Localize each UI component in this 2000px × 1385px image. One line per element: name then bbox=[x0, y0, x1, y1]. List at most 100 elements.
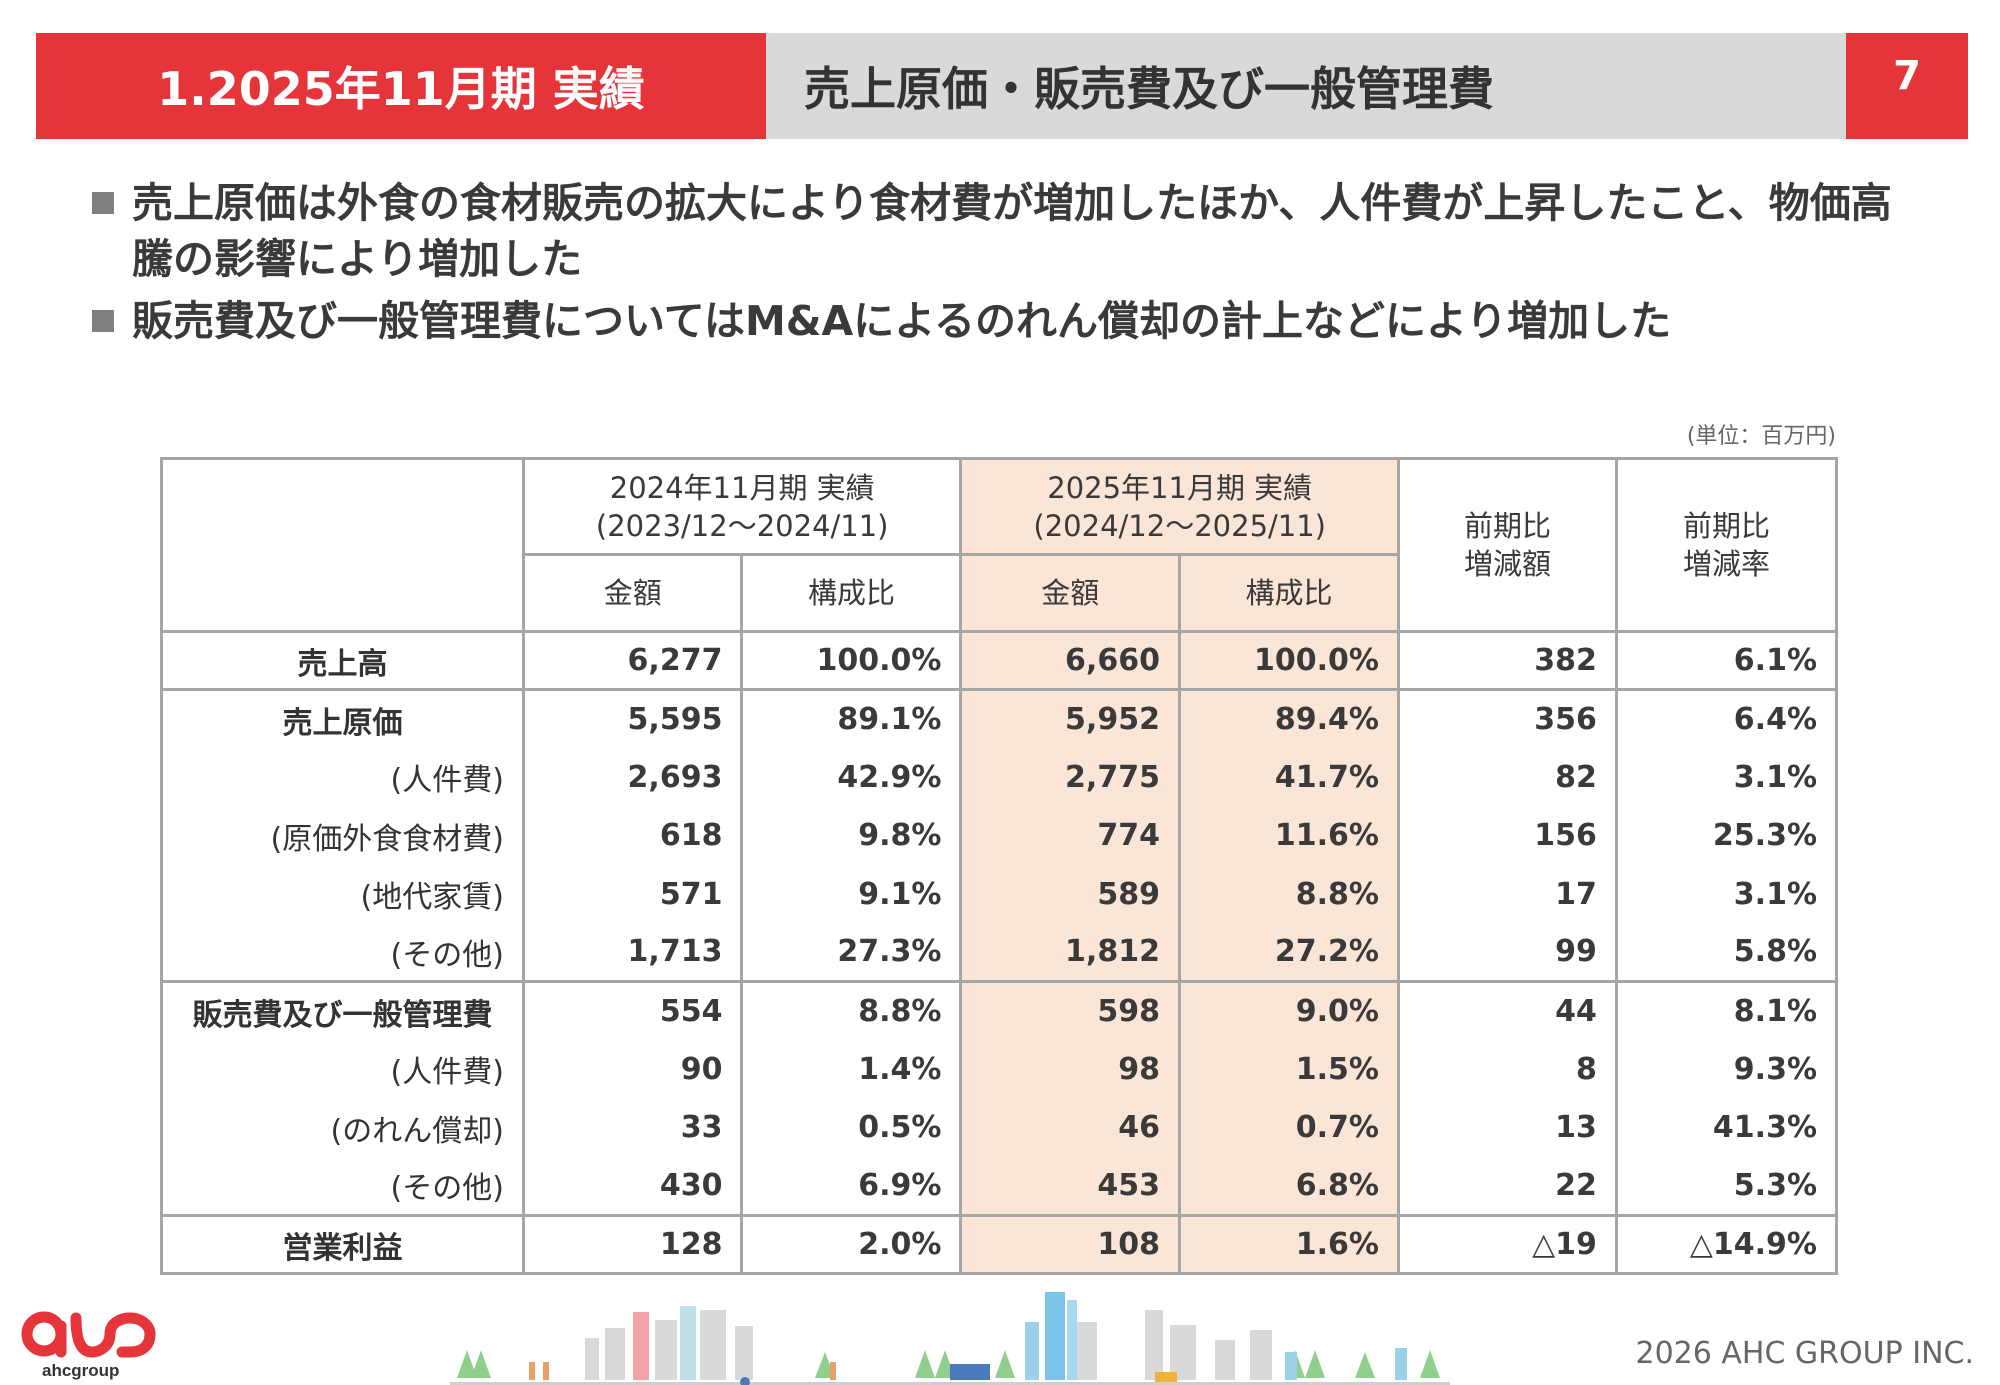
period-prev-range: (2023/12～2024/11) bbox=[595, 508, 889, 543]
prev-amount-cell: 33 bbox=[521, 1098, 742, 1158]
ahc-logo: ahcgroup bbox=[21, 1311, 156, 1380]
diff-cell: 99 bbox=[1396, 923, 1617, 982]
prev-ratio-cell: 27.3% bbox=[740, 923, 961, 982]
prev-ratio-cell: 8.8% bbox=[740, 980, 961, 1041]
prev-amount-cell: 430 bbox=[521, 1157, 742, 1216]
header-diff: 前期比 増減額 bbox=[1396, 458, 1617, 633]
curr-ratio-cell: 41.7% bbox=[1177, 748, 1399, 807]
curr-ratio-cell: 100.0% bbox=[1177, 631, 1399, 690]
prev-amount-cell: 554 bbox=[521, 980, 742, 1041]
curr-amount-cell: 598 bbox=[959, 980, 1180, 1041]
row-label: (その他) bbox=[390, 1171, 504, 1207]
unit-note: (単位：百万円) bbox=[1686, 424, 1836, 449]
diff-cell: 356 bbox=[1396, 688, 1617, 749]
curr-ratio-cell: 1.6% bbox=[1177, 1213, 1399, 1274]
row-label: (その他) bbox=[390, 937, 504, 973]
row-label: (原価外食食材費) bbox=[270, 821, 504, 857]
section-label: 1.2025年11月期 実績 bbox=[36, 33, 766, 139]
rate-cell: 5.8% bbox=[1614, 923, 1837, 982]
square-bullet-icon bbox=[92, 192, 114, 214]
row-label: 営業利益 bbox=[161, 1213, 524, 1274]
header-curr-amount: 金額 bbox=[959, 554, 1180, 633]
curr-ratio-cell: 11.6% bbox=[1177, 806, 1399, 866]
rate-line2: 増減率 bbox=[1682, 547, 1770, 581]
prev-ratio-cell: 9.8% bbox=[740, 806, 961, 866]
curr-ratio-cell: 6.8% bbox=[1177, 1157, 1399, 1216]
prev-ratio-cell: 89.1% bbox=[740, 688, 961, 749]
curr-amount-cell: 98 bbox=[959, 1040, 1180, 1099]
logo-wordmark: ahcgroup bbox=[42, 1361, 119, 1380]
prev-amount-cell: 90 bbox=[521, 1040, 742, 1099]
table-row: (人件費) 90 1.4% 98 1.5% 8 9.3% bbox=[162, 1040, 1837, 1099]
header-prev-ratio: 構成比 bbox=[740, 554, 961, 633]
page-title: 売上原価・販売費及び一般管理費 bbox=[766, 33, 1846, 139]
period-curr-title: 2025年11月期 実績 bbox=[1047, 470, 1313, 505]
curr-ratio-cell: 8.8% bbox=[1177, 865, 1399, 924]
curr-amount-cell: 2,775 bbox=[959, 748, 1180, 807]
rate-cell: 6.4% bbox=[1614, 688, 1837, 749]
prev-amount-cell: 5,595 bbox=[521, 688, 742, 749]
row-label: 売上高 bbox=[297, 646, 388, 682]
bullet-item: 販売費及び一般管理費についてはM&Aによるのれん償却の計上などにより増加した bbox=[92, 293, 1922, 349]
diff-cell: 82 bbox=[1396, 748, 1617, 807]
curr-ratio-cell: 0.7% bbox=[1177, 1098, 1399, 1158]
prev-ratio-cell: 42.9% bbox=[740, 748, 961, 807]
diff-cell: 13 bbox=[1396, 1098, 1617, 1158]
rate-cell: 6.1% bbox=[1614, 631, 1837, 690]
square-bullet-icon bbox=[92, 310, 114, 332]
rate-cell: 5.3% bbox=[1614, 1157, 1837, 1216]
prev-amount-cell: 571 bbox=[521, 865, 742, 924]
header-period-prev: 2024年11月期 実績 (2023/12～2024/11) bbox=[521, 458, 961, 556]
prev-ratio-cell: 9.1% bbox=[740, 865, 961, 924]
row-label: (人件費) bbox=[390, 1055, 504, 1091]
prev-ratio-cell: 1.4% bbox=[740, 1040, 961, 1099]
table-row: 営業利益 128 2.0% 108 1.6% △19 △14.9% bbox=[161, 1213, 1837, 1274]
curr-amount-cell: 108 bbox=[959, 1213, 1180, 1274]
diff-cell: △19 bbox=[1396, 1213, 1617, 1274]
rate-cell: 41.3% bbox=[1614, 1098, 1837, 1158]
city-illustration bbox=[450, 1292, 1450, 1385]
diff-cell: 382 bbox=[1396, 631, 1617, 690]
table-row: (その他) 1,713 27.3% 1,812 27.2% 99 5.8% bbox=[162, 923, 1837, 982]
curr-amount-cell: 6,660 bbox=[959, 631, 1180, 690]
row-label: 売上原価 bbox=[161, 688, 524, 749]
row-label: (地代家賃) bbox=[360, 880, 504, 916]
curr-amount-cell: 1,812 bbox=[959, 923, 1180, 982]
prev-ratio-cell: 6.9% bbox=[740, 1157, 961, 1216]
header-blank bbox=[161, 458, 524, 633]
diff-cell: 8 bbox=[1396, 1040, 1617, 1099]
table-row: (地代家賃) 571 9.1% 589 8.8% 17 3.1% bbox=[162, 865, 1837, 924]
rate-cell: 3.1% bbox=[1614, 748, 1837, 807]
curr-amount-cell: 774 bbox=[959, 806, 1180, 866]
row-label: (のれん償却) bbox=[330, 1113, 504, 1149]
curr-ratio-cell: 89.4% bbox=[1177, 688, 1399, 749]
cost-table: 2024年11月期 実績 (2023/12～2024/11) 2025年11月期… bbox=[160, 457, 1838, 1276]
prev-amount-cell: 1,713 bbox=[521, 923, 742, 982]
prev-amount-cell: 6,277 bbox=[521, 631, 742, 690]
diff-line1: 前期比 bbox=[1463, 509, 1551, 543]
curr-ratio-cell: 27.2% bbox=[1177, 923, 1399, 982]
bullet-text: 販売費及び一般管理費についてはM&Aによるのれん償却の計上などにより増加した bbox=[132, 297, 1672, 345]
table-row: (その他) 430 6.9% 453 6.8% 22 5.3% bbox=[162, 1157, 1837, 1216]
table-row: 販売費及び一般管理費 554 8.8% 598 9.0% 44 8.1% bbox=[161, 980, 1837, 1041]
table-row: (人件費) 2,693 42.9% 2,775 41.7% 82 3.1% bbox=[162, 748, 1837, 807]
rate-cell: △14.9% bbox=[1614, 1213, 1837, 1274]
header-period-curr: 2025年11月期 実績 (2024/12～2025/11) bbox=[959, 458, 1399, 556]
curr-amount-cell: 453 bbox=[959, 1157, 1180, 1216]
summary-bullets: 売上原価は外食の食材販売の拡大により食材費が増加したほか、人件費が上昇したこと、… bbox=[92, 175, 1922, 355]
rate-cell: 25.3% bbox=[1614, 806, 1837, 866]
bullet-item: 売上原価は外食の食材販売の拡大により食材費が増加したほか、人件費が上昇したこと、… bbox=[92, 175, 1922, 287]
prev-ratio-cell: 100.0% bbox=[740, 631, 961, 690]
prev-ratio-cell: 2.0% bbox=[740, 1213, 961, 1274]
diff-line2: 増減額 bbox=[1463, 547, 1551, 581]
period-curr-range: (2024/12～2025/11) bbox=[1033, 508, 1326, 543]
rate-cell: 8.1% bbox=[1614, 980, 1837, 1041]
page-number: 7 bbox=[1846, 33, 1968, 139]
table-row: (のれん償却) 33 0.5% 46 0.7% 13 41.3% bbox=[162, 1098, 1837, 1158]
diff-cell: 17 bbox=[1396, 865, 1617, 924]
header-curr-ratio: 構成比 bbox=[1177, 554, 1399, 633]
header-rate: 前期比 増減率 bbox=[1614, 458, 1837, 633]
curr-amount-cell: 589 bbox=[959, 865, 1180, 924]
period-prev-title: 2024年11月期 実績 bbox=[609, 470, 875, 505]
prev-amount-cell: 618 bbox=[521, 806, 742, 866]
